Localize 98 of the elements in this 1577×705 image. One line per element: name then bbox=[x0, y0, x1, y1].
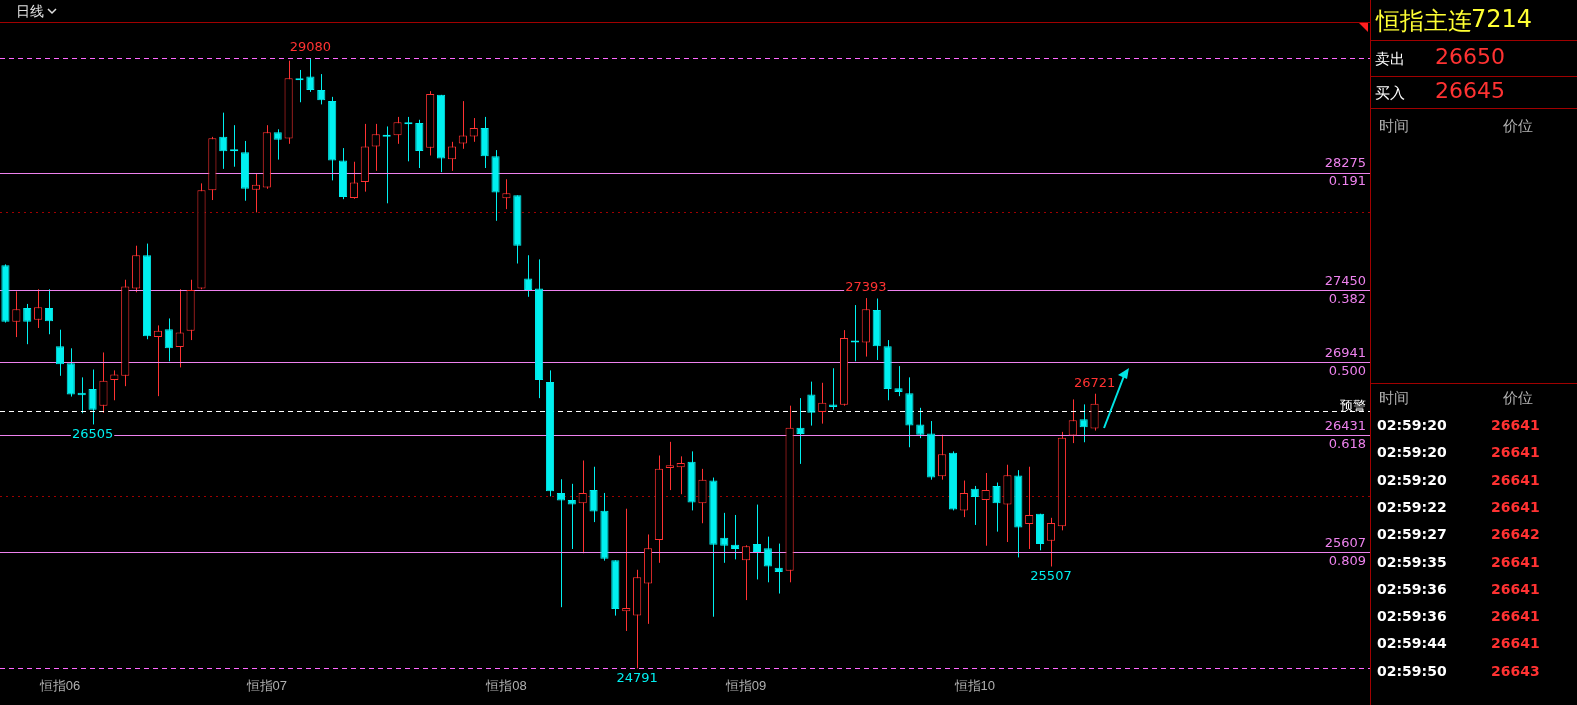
candlestick bbox=[720, 512, 729, 564]
text: 02:59:36 bbox=[1377, 608, 1447, 625]
candlestick bbox=[959, 480, 968, 518]
annotation: 26721 bbox=[1073, 374, 1116, 390]
candlestick bbox=[317, 73, 326, 105]
candlestick bbox=[818, 382, 827, 425]
candlestick bbox=[676, 455, 685, 495]
candlestick bbox=[796, 397, 805, 465]
text: 26641 bbox=[1491, 471, 1540, 488]
text: 02:59:20 bbox=[1377, 417, 1447, 433]
candlestick bbox=[774, 543, 783, 595]
annotation: 25507 bbox=[1030, 568, 1072, 584]
text: 02:59:20 bbox=[1377, 444, 1447, 461]
annotation: 28275 bbox=[1324, 155, 1366, 171]
candlestick bbox=[589, 466, 598, 523]
candlestick bbox=[1079, 403, 1088, 443]
text: 02:59:22 bbox=[1377, 498, 1447, 515]
annotation: 0.191 bbox=[1328, 173, 1366, 189]
candlestick bbox=[894, 365, 903, 397]
candlestick bbox=[12, 290, 21, 338]
x-tick-label: 恒指10 bbox=[953, 677, 995, 693]
text: 26641 bbox=[1491, 608, 1540, 625]
candlestick bbox=[741, 544, 751, 601]
text: 02:59:27 bbox=[1377, 526, 1447, 543]
text: 26641 bbox=[1491, 444, 1540, 461]
candlestick bbox=[731, 514, 740, 560]
candlestick bbox=[938, 434, 947, 481]
text: 02:59:50 bbox=[1377, 662, 1447, 679]
text: 26645 bbox=[1435, 78, 1505, 103]
x-tick-label: 恒指07 bbox=[245, 677, 288, 693]
text: 26641 bbox=[1491, 498, 1540, 515]
candlestick bbox=[251, 172, 261, 213]
candlestick bbox=[1090, 393, 1099, 432]
candlestick bbox=[349, 161, 359, 200]
annotation: 0.500 bbox=[1328, 363, 1366, 379]
text: 买入 bbox=[1375, 84, 1405, 103]
candlestick bbox=[88, 369, 97, 425]
candlestick bbox=[665, 441, 674, 491]
candlestick bbox=[371, 123, 380, 172]
text: 26643 bbox=[1491, 662, 1540, 679]
candlestick bbox=[567, 483, 576, 550]
candlestick bbox=[1046, 517, 1056, 567]
text: 价位 bbox=[1503, 117, 1533, 136]
text: 02:59:20 bbox=[1377, 471, 1447, 488]
text: 26641 bbox=[1491, 635, 1540, 652]
text: 26641 bbox=[1491, 580, 1540, 597]
candlestick bbox=[970, 485, 979, 526]
text: 02:59:36 bbox=[1377, 580, 1447, 597]
text: 26641 bbox=[1491, 553, 1540, 570]
text: 26641 bbox=[1491, 417, 1540, 433]
text: 26650 bbox=[1435, 44, 1505, 69]
candlestick bbox=[752, 504, 762, 580]
candlestick bbox=[916, 407, 925, 439]
candlestick bbox=[698, 468, 707, 524]
x-tick-label: 恒指08 bbox=[485, 677, 527, 693]
text: 02:59:35 bbox=[1377, 553, 1447, 570]
candlestick bbox=[164, 317, 173, 362]
annotation: 0.618 bbox=[1328, 435, 1366, 451]
annotation: 26941 bbox=[1324, 345, 1366, 361]
text: 价位 bbox=[1503, 389, 1533, 408]
text: 02:59:44 bbox=[1377, 635, 1447, 652]
text: 时间 bbox=[1379, 389, 1409, 408]
x-tick-label: 恒指09 bbox=[724, 677, 767, 693]
candlestick bbox=[1068, 398, 1077, 444]
text: 恒指主连 bbox=[1376, 6, 1472, 37]
candlestick bbox=[306, 57, 315, 93]
candlestick bbox=[219, 112, 228, 170]
x-tick-label: 恒指06 bbox=[38, 677, 81, 693]
annotation: 27450 bbox=[1324, 272, 1366, 288]
text: 26642 bbox=[1491, 526, 1540, 543]
annotation: 24791 bbox=[616, 670, 658, 686]
candlestick bbox=[99, 351, 108, 414]
candlestick bbox=[578, 459, 587, 554]
annotation: 25607 bbox=[1324, 535, 1366, 551]
candlestick bbox=[23, 303, 32, 345]
text: 时间 bbox=[1379, 117, 1409, 136]
chart-title: 日线 bbox=[16, 3, 44, 21]
text: 7214 bbox=[1471, 5, 1533, 33]
candlestick bbox=[502, 178, 511, 210]
candlestick bbox=[55, 329, 64, 377]
annotation: 预警 bbox=[1340, 397, 1366, 413]
text: 卖出 bbox=[1375, 50, 1405, 69]
candlestick bbox=[992, 482, 1001, 533]
annotation: 27393 bbox=[845, 278, 887, 294]
annotation: 0.382 bbox=[1328, 290, 1366, 306]
candlestick bbox=[153, 324, 163, 397]
candlestick bbox=[273, 128, 282, 161]
candlestick bbox=[1025, 466, 1034, 550]
annotation: 26431 bbox=[1324, 417, 1366, 433]
candlestick bbox=[829, 367, 838, 411]
annotation: 29080 bbox=[289, 38, 332, 54]
candlestick bbox=[524, 254, 533, 298]
annotation: 0.809 bbox=[1328, 553, 1366, 569]
candlestick bbox=[763, 536, 772, 583]
candlestick bbox=[981, 472, 990, 547]
annotation: 26505 bbox=[71, 426, 114, 442]
candlestick bbox=[807, 381, 816, 427]
candlestick bbox=[175, 288, 184, 368]
